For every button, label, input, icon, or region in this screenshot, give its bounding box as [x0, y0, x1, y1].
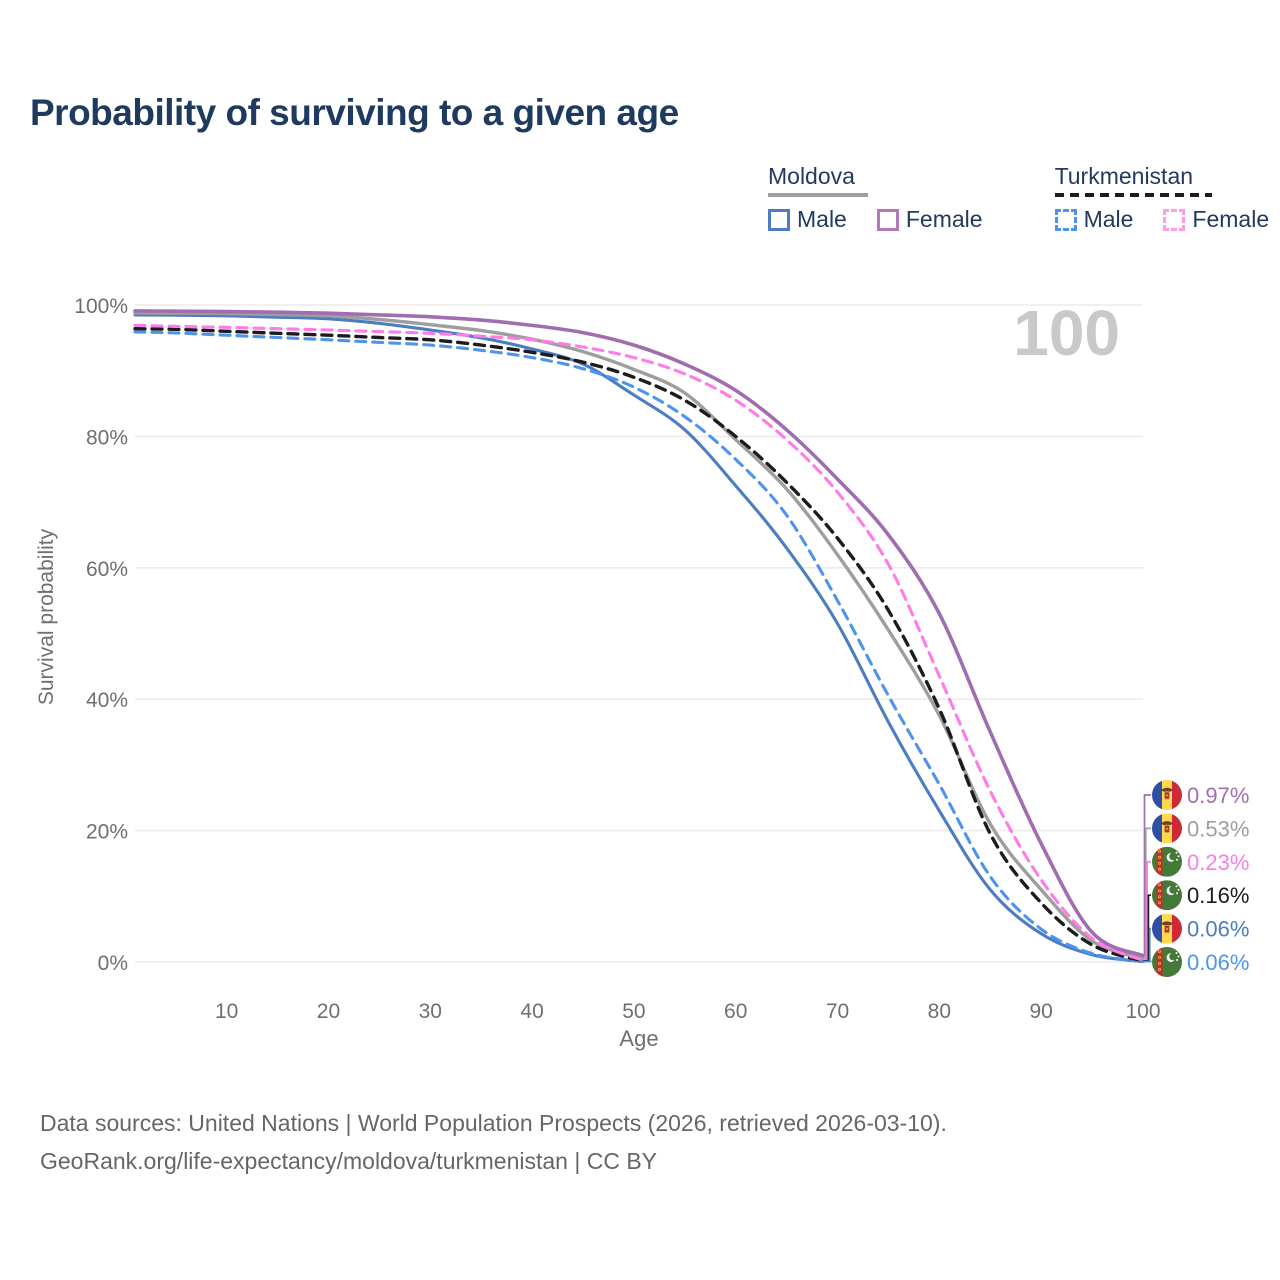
x-tick-label: 10 — [215, 1000, 238, 1023]
moldova-flag-icon — [1152, 913, 1182, 944]
legend-toggle-turkmenistan-male[interactable]: Male — [1054, 206, 1134, 233]
series-line-moldova-male[interactable] — [133, 313, 1145, 964]
legend-toggle-turkmenistan-female[interactable]: Female — [1163, 206, 1269, 233]
legend: Moldova Male Female Turkmenistan Male — [768, 163, 1269, 233]
legend-items-moldova: Male Female — [768, 206, 983, 233]
x-tick-label: 20 — [317, 1000, 340, 1023]
y-tick-label: 60% — [86, 558, 128, 581]
legend-box-moldova-female — [876, 208, 899, 231]
turkmenistan-flag-icon — [1152, 880, 1182, 911]
x-axis-title: Age — [619, 1026, 659, 1051]
footer: Data sources: United Nations | World Pop… — [40, 1104, 947, 1180]
series-line-turkmenistan-male[interactable] — [133, 330, 1145, 964]
x-tick-label: 30 — [419, 1000, 442, 1023]
y-tick-label: 100% — [74, 295, 128, 318]
end-value-label-moldova-female: 0.97% — [1187, 783, 1249, 808]
x-tick-label: 70 — [826, 1000, 849, 1023]
end-value-label-moldova: 0.53% — [1187, 816, 1249, 841]
legend-toggle-moldova-male[interactable]: Male — [768, 206, 847, 233]
x-tick-label: 40 — [520, 1000, 543, 1023]
x-tick-label: 90 — [1030, 1000, 1053, 1023]
legend-label-turkmenistan-male: Male — [1083, 206, 1134, 232]
legend-group-turkmenistan: Turkmenistan Male Female — [1054, 163, 1269, 233]
legend-label-moldova-male: Male — [797, 206, 847, 232]
end-value-label-turkmenistan-male: 0.06% — [1187, 950, 1249, 975]
legend-label-turkmenistan-female: Female — [1192, 206, 1270, 232]
series-line-turkmenistan-female[interactable] — [133, 323, 1145, 963]
legend-group-moldova: Moldova Male Female — [768, 163, 983, 233]
x-tick-label: 50 — [622, 1000, 645, 1023]
y-tick-label: 0% — [98, 952, 128, 975]
legend-box-turkmenistan-male — [1054, 208, 1077, 231]
y-tick-label: 80% — [86, 426, 128, 449]
page-title: Probability of surviving to a given age — [30, 92, 679, 133]
y-tick-label: 40% — [86, 689, 128, 712]
legend-line-swatch-turkmenistan — [1054, 193, 1212, 197]
leader-line-moldova — [1143, 827, 1151, 960]
turkmenistan-flag-icon — [1152, 947, 1182, 977]
legend-box-moldova-male — [768, 208, 790, 231]
moldova-flag-icon — [1152, 813, 1182, 844]
x-tick-label: 60 — [724, 1000, 747, 1023]
footer-attribution: GeoRank.org/life-expectancy/moldova/turk… — [40, 1148, 658, 1174]
x-tick-label: 80 — [928, 1000, 951, 1023]
end-value-label-moldova-male: 0.06% — [1187, 917, 1249, 942]
series-line-moldova-female[interactable] — [133, 309, 1145, 958]
end-value-label-turkmenistan: 0.16% — [1187, 883, 1249, 908]
legend-country-label-moldova: Moldova — [768, 163, 855, 189]
y-axis-title: Survival probability — [35, 528, 58, 706]
footer-data-sources: Data sources: United Nations | World Pop… — [40, 1110, 947, 1136]
leader-line-moldova-female — [1143, 794, 1151, 957]
moldova-flag-icon — [1152, 780, 1182, 810]
series-line-moldova[interactable] — [133, 311, 1145, 961]
series-line-turkmenistan[interactable] — [133, 327, 1145, 963]
legend-box-turkmenistan-female — [1163, 208, 1186, 231]
legend-line-swatch-moldova — [768, 193, 868, 197]
end-value-label-turkmenistan-female: 0.23% — [1187, 850, 1249, 875]
legend-items-turkmenistan: Male Female — [1054, 206, 1269, 233]
legend-label-moldova-female: Female — [905, 206, 983, 232]
y-tick-label: 20% — [86, 821, 128, 844]
turkmenistan-flag-icon — [1152, 846, 1182, 877]
legend-country-label-turkmenistan: Turkmenistan — [1054, 163, 1194, 189]
x-tick-label: 100 — [1125, 1000, 1160, 1023]
hover-age-watermark: 100 — [1013, 297, 1120, 369]
legend-toggle-moldova-female[interactable]: Female — [876, 206, 983, 233]
